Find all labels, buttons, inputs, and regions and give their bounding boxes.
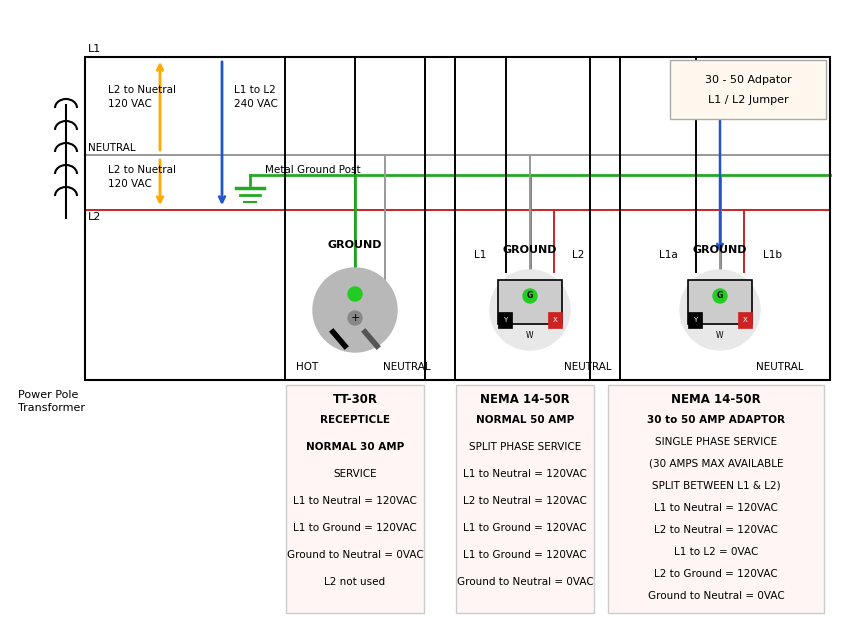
Text: L2 to Ground = 120VAC: L2 to Ground = 120VAC: [654, 569, 778, 579]
Bar: [498, 312, 512, 328]
Text: SERVICE: SERVICE: [333, 469, 376, 479]
Text: L2: L2: [572, 250, 584, 260]
Text: Ground to Neutral = 0VAC: Ground to Neutral = 0VAC: [457, 577, 593, 587]
Text: GROUND: GROUND: [503, 245, 557, 255]
Text: Y: Y: [503, 317, 507, 323]
Text: Transformer: Transformer: [18, 403, 85, 413]
Text: X: X: [553, 317, 557, 323]
Text: L2 to Neutral = 120VAC: L2 to Neutral = 120VAC: [463, 496, 587, 506]
Text: L1b: L1b: [762, 250, 782, 260]
Text: NORMAL 50 AMP: NORMAL 50 AMP: [476, 415, 574, 425]
Text: +: +: [350, 313, 360, 323]
Text: SINGLE PHASE SERVICE: SINGLE PHASE SERVICE: [655, 437, 777, 447]
Text: L1a: L1a: [658, 250, 678, 260]
Text: L1 to L2 = 0VAC: L1 to L2 = 0VAC: [674, 547, 758, 557]
Bar: [85, 57, 830, 380]
Text: Y: Y: [693, 317, 697, 323]
Text: 30 to 50 AMP ADAPTOR: 30 to 50 AMP ADAPTOR: [647, 415, 785, 425]
Text: L2 to Nuetral: L2 to Nuetral: [108, 85, 176, 95]
Circle shape: [713, 289, 727, 303]
Circle shape: [348, 287, 362, 301]
Text: Ground to Neutral = 0VAC: Ground to Neutral = 0VAC: [287, 550, 424, 560]
Bar: [498, 280, 562, 324]
Circle shape: [680, 270, 760, 350]
Text: L1 to Neutral = 120VAC: L1 to Neutral = 120VAC: [463, 469, 587, 479]
Bar: [688, 312, 702, 328]
Text: L1 to Ground = 120VAC: L1 to Ground = 120VAC: [293, 523, 417, 533]
Text: G: G: [717, 292, 723, 300]
Text: L1: L1: [88, 44, 101, 54]
Text: G: G: [527, 292, 533, 300]
Text: L2 not used: L2 not used: [324, 577, 386, 587]
Text: TT-30R: TT-30R: [333, 393, 377, 406]
Text: L1 to Neutral = 120VAC: L1 to Neutral = 120VAC: [293, 496, 417, 506]
Text: 30 - 50 Adpator: 30 - 50 Adpator: [705, 75, 792, 85]
Circle shape: [313, 268, 397, 352]
Text: Metal Ground Post: Metal Ground Post: [265, 165, 360, 175]
Text: L1 to Ground = 120VAC: L1 to Ground = 120VAC: [463, 523, 587, 533]
Text: NORMAL 30 AMP: NORMAL 30 AMP: [306, 442, 404, 452]
Circle shape: [348, 311, 362, 325]
Text: NEMA 14-50R: NEMA 14-50R: [671, 393, 761, 406]
Text: L1: L1: [473, 250, 486, 260]
Text: X: X: [743, 317, 748, 323]
Text: 240 VAC: 240 VAC: [234, 99, 278, 109]
Text: L2 to Neutral = 120VAC: L2 to Neutral = 120VAC: [654, 525, 778, 535]
Text: W: W: [717, 331, 724, 341]
Text: HOT: HOT: [296, 362, 318, 372]
Text: NEUTRAL: NEUTRAL: [88, 143, 136, 153]
Circle shape: [523, 289, 537, 303]
FancyBboxPatch shape: [670, 60, 826, 119]
Text: GROUND: GROUND: [327, 240, 382, 250]
Bar: [738, 312, 752, 328]
Bar: [548, 312, 562, 328]
Text: NEUTRAL: NEUTRAL: [756, 362, 803, 372]
Text: NEUTRAL: NEUTRAL: [564, 362, 612, 372]
Text: (30 AMPS MAX AVAILABLE: (30 AMPS MAX AVAILABLE: [649, 459, 783, 469]
Text: RECEPTICLE: RECEPTICLE: [320, 415, 390, 425]
Text: Ground to Neutral = 0VAC: Ground to Neutral = 0VAC: [647, 591, 784, 601]
Text: W: W: [527, 331, 533, 341]
Bar: [608, 385, 824, 613]
Text: L2 to Nuetral: L2 to Nuetral: [108, 165, 176, 175]
Text: L1 to L2: L1 to L2: [234, 85, 276, 95]
Text: NEMA 14-50R: NEMA 14-50R: [480, 393, 570, 406]
Text: GROUND: GROUND: [693, 245, 747, 255]
Text: SPLIT PHASE SERVICE: SPLIT PHASE SERVICE: [469, 442, 582, 452]
Text: L2: L2: [88, 212, 101, 222]
Bar: [688, 280, 752, 324]
Text: L1 / L2 Jumper: L1 / L2 Jumper: [707, 95, 788, 105]
Bar: [456, 385, 594, 613]
Text: L1 to Ground = 120VAC: L1 to Ground = 120VAC: [463, 550, 587, 560]
Text: NEUTRAL: NEUTRAL: [383, 362, 430, 372]
Text: 120 VAC: 120 VAC: [108, 179, 152, 189]
Bar: [286, 385, 424, 613]
Text: L1 to Neutral = 120VAC: L1 to Neutral = 120VAC: [654, 503, 778, 513]
Text: 120 VAC: 120 VAC: [108, 99, 152, 109]
Circle shape: [490, 270, 570, 350]
Text: SPLIT BETWEEN L1 & L2): SPLIT BETWEEN L1 & L2): [652, 481, 781, 491]
Text: Power Pole: Power Pole: [18, 390, 78, 400]
